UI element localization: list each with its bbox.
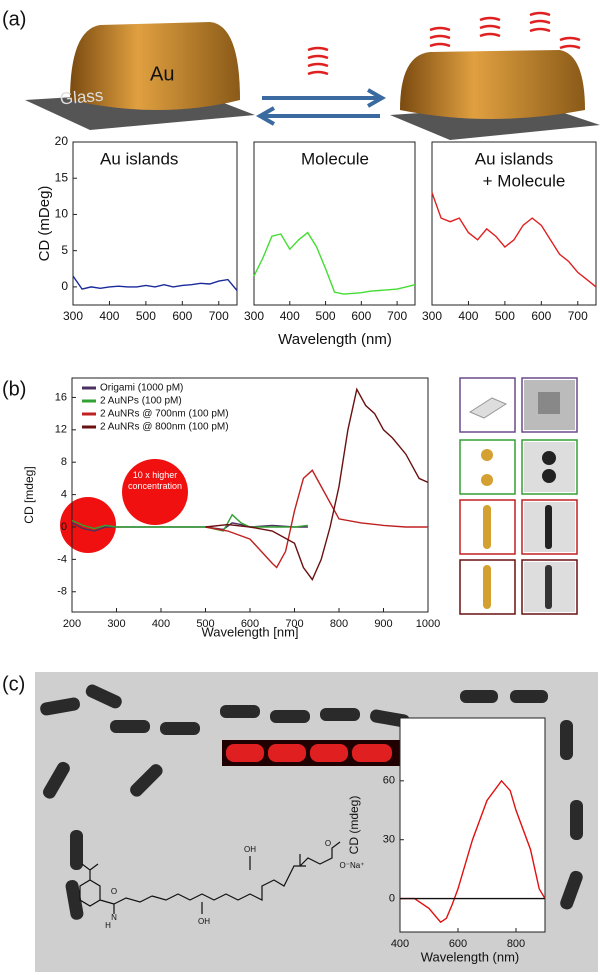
atom-label: O⁻Na⁺: [340, 861, 365, 870]
y-tick-label: 10: [55, 207, 69, 221]
y-tick-label: 0: [61, 279, 68, 293]
x-tick-label: 500: [316, 309, 336, 323]
x-tick-label: 300: [422, 309, 442, 323]
au-island-right: [400, 50, 585, 119]
x-tick-label: 600: [241, 618, 259, 630]
y-tick-label: 16: [55, 391, 67, 403]
molecule: [79, 841, 341, 914]
series-line: [72, 275, 238, 291]
x-tick-label: 300: [63, 309, 83, 323]
panel-label: (b): [2, 378, 26, 400]
atom-label: N: [111, 913, 117, 922]
x-tick-label: 800: [507, 938, 525, 950]
x-tick-label: 200: [63, 618, 81, 630]
y-axis-label: CD [mdeg]: [22, 466, 36, 523]
x-tick-label: 400: [152, 618, 170, 630]
x-tick-label: 600: [449, 938, 467, 950]
x-tick-label: 600: [351, 309, 371, 323]
x-tick-label: 1000: [416, 618, 440, 630]
annotation: 10 x higher concentration: [127, 470, 183, 491]
panel-label: (c): [2, 673, 25, 695]
x-tick-label: 400: [391, 938, 409, 950]
chart-title: Au islands: [475, 149, 553, 168]
y-tick-label: 60: [383, 775, 395, 787]
legend-label: 2 AuNPs (100 pM): [100, 396, 182, 407]
x-tick-label: 500: [196, 618, 214, 630]
x-axis-label: Wavelength (nm): [278, 331, 392, 348]
x-tick-label: 400: [458, 309, 478, 323]
series-line: [205, 469, 428, 569]
x-tick-label: 600: [531, 309, 551, 323]
x-tick-label: 500: [495, 309, 515, 323]
y-tick-label: 15: [55, 170, 69, 184]
series-line: [431, 192, 597, 288]
plot-frame: [72, 141, 238, 306]
y-tick-label: 30: [383, 834, 395, 846]
x-tick-label: 500: [136, 309, 156, 323]
chart-title: + Molecule: [483, 171, 566, 190]
highlight: [60, 497, 116, 553]
atom-label: OH: [244, 845, 256, 854]
y-tick-label: 4: [61, 489, 67, 501]
x-tick-label: 700: [568, 309, 588, 323]
plot-frame: [431, 141, 597, 306]
panel-label: (a): [2, 8, 26, 30]
x-tick-label: 300: [107, 618, 125, 630]
legend-label: 2 AuNRs @ 800nm (100 pM): [100, 422, 229, 433]
atom-label: OH: [198, 917, 210, 926]
au-label: Au: [150, 63, 174, 85]
atom-label: H: [105, 921, 111, 930]
y-tick-label: -4: [57, 553, 67, 565]
y-tick-label: 5: [61, 243, 68, 257]
series-line: [400, 779, 546, 924]
y-tick-label: 20: [55, 134, 69, 148]
y-axis-label: CD (mDeg): [36, 186, 53, 262]
series-line: [253, 231, 416, 295]
thumbnails: [459, 377, 578, 615]
y-tick-label: 0: [61, 521, 67, 533]
highlight: [122, 459, 188, 525]
x-tick-label: 700: [387, 309, 407, 323]
chart-title: Molecule: [301, 149, 369, 168]
legend-label: 2 AuNRs @ 700nm (100 pM): [100, 409, 229, 420]
plot-frame: [253, 141, 416, 306]
y-tick-label: 8: [61, 456, 67, 468]
x-tick-label: 600: [172, 309, 192, 323]
x-tick-label: 800: [330, 618, 348, 630]
chart-title: Au islands: [100, 149, 178, 168]
y-tick-label: 12: [55, 424, 67, 436]
x-tick-label: 400: [280, 309, 300, 323]
series-line: [205, 387, 429, 581]
y-axis-label: CD (mdeg): [347, 796, 361, 855]
helices: [307, 11, 581, 76]
plot-frame: [399, 717, 546, 933]
legend-label: Origami (1000 pM): [100, 383, 183, 394]
thumb-content: [468, 380, 575, 612]
atom-label: O: [111, 887, 117, 896]
arrows: [255, 88, 387, 126]
field-map-lobes: [226, 744, 392, 762]
au-island: [70, 22, 240, 110]
x-axis-label: Wavelength [nm]: [201, 624, 298, 639]
x-tick-label: 400: [99, 309, 119, 323]
atom-label: O: [325, 839, 331, 848]
x-tick-label: 900: [374, 618, 392, 630]
x-tick-label: 300: [244, 309, 264, 323]
y-tick-label: 0: [389, 893, 395, 905]
x-axis-label: Wavelength (nm): [421, 949, 520, 964]
glass-label: Glass: [59, 86, 104, 109]
y-tick-label: -8: [57, 586, 67, 598]
x-tick-label: 700: [285, 618, 303, 630]
x-tick-label: 700: [209, 309, 229, 323]
